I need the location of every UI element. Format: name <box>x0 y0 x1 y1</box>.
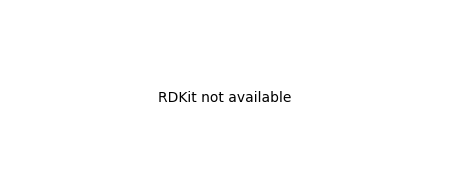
Text: RDKit not available: RDKit not available <box>158 90 292 105</box>
